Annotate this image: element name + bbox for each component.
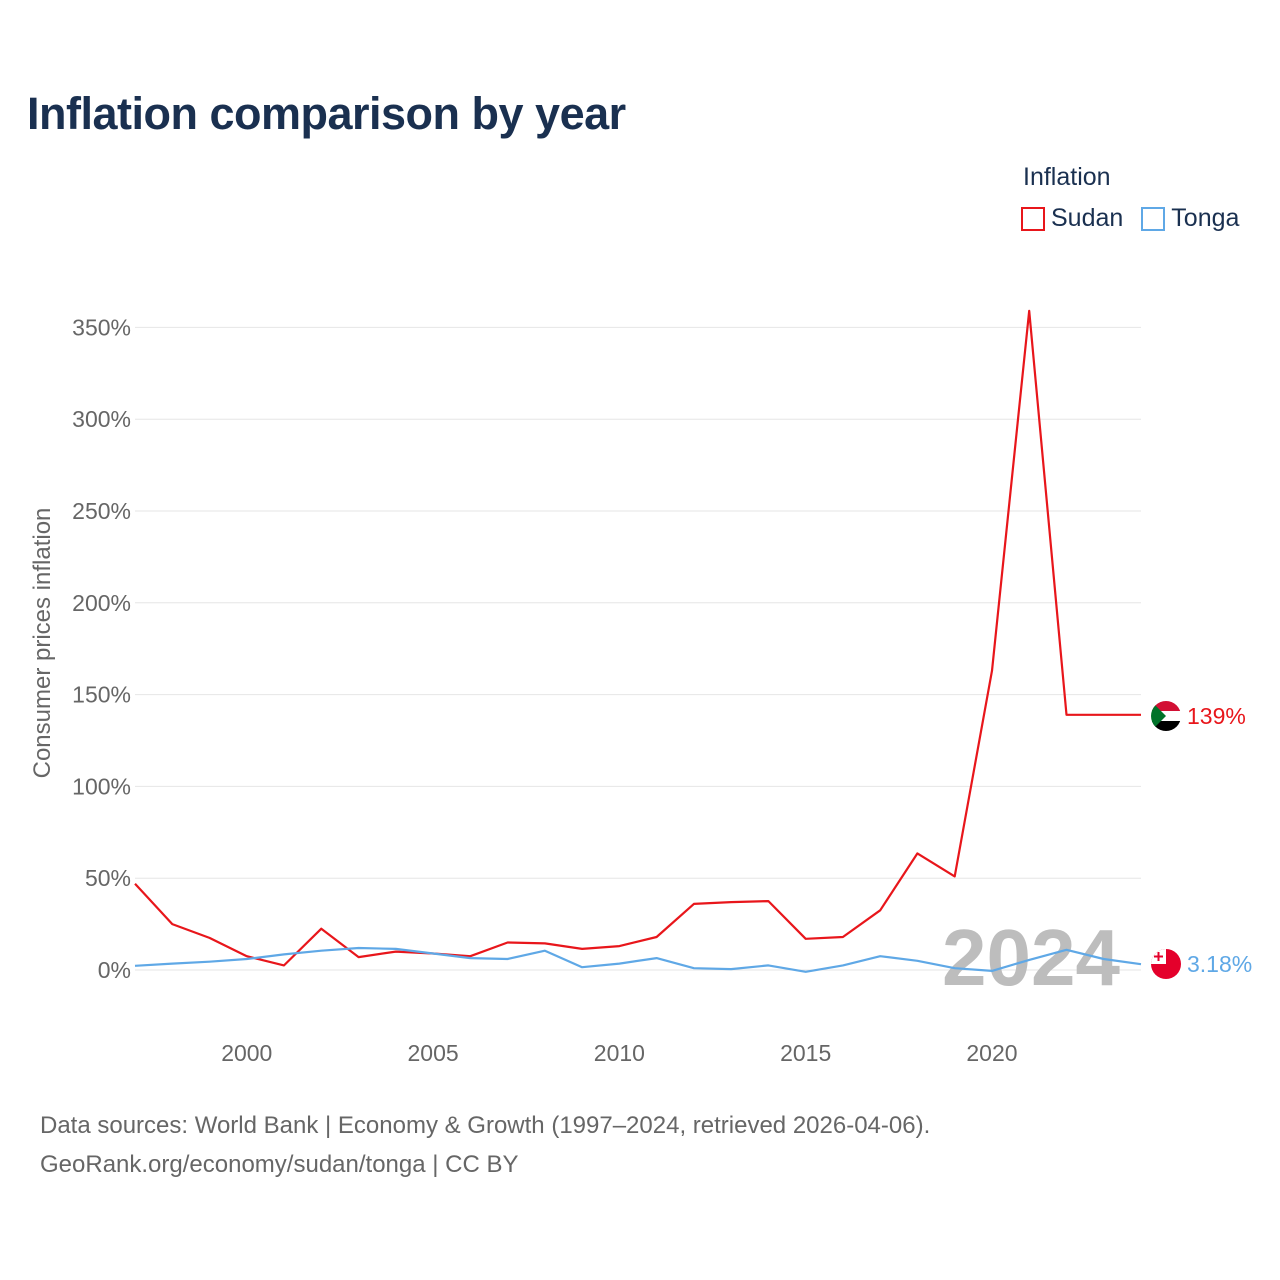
x-tick-label: 2010 <box>594 1040 645 1066</box>
end-labels: 139% 3.18% <box>1187 703 1252 977</box>
x-tick-label: 2005 <box>407 1040 458 1066</box>
y-tick-label: 150% <box>72 682 131 708</box>
legend-item-sudan[interactable]: Sudan <box>1021 204 1123 233</box>
year-watermark: 2024 <box>942 913 1120 1002</box>
y-tick-label: 250% <box>72 498 131 524</box>
legend-item-tonga[interactable]: Tonga <box>1141 204 1239 233</box>
source-line-2: GeoRank.org/economy/sudan/tonga | CC BY <box>40 1151 519 1178</box>
y-tick-label: 0% <box>98 957 131 983</box>
y-tick-label: 50% <box>85 865 131 891</box>
series-line-sudan <box>134 309 1141 967</box>
y-axis-ticks: 0% 50% 100% 150% 200% 250% 300% 350% <box>72 314 131 983</box>
y-tick-label: 200% <box>72 590 131 616</box>
x-tick-label: 2020 <box>966 1040 1017 1066</box>
y-axis-label: Consumer prices inflation <box>29 508 56 779</box>
grid-lines <box>135 326 1141 971</box>
chart-title: Inflation comparison by year <box>27 88 626 139</box>
legend-label-sudan: Sudan <box>1051 204 1124 232</box>
sudan-flag-icon <box>1151 701 1181 731</box>
y-tick-label: 100% <box>72 773 131 799</box>
legend: Sudan Tonga <box>1021 204 1257 233</box>
source-line-1: Data sources: World Bank | Economy & Gro… <box>40 1112 931 1139</box>
x-tick-label: 2015 <box>780 1040 831 1066</box>
y-tick-label: 350% <box>72 314 131 340</box>
source-note: Data sources: World Bank | Economy & Gro… <box>40 1106 930 1184</box>
legend-swatch-sudan <box>1021 206 1045 231</box>
series-line-tonga <box>134 946 1142 973</box>
series-lines <box>134 309 1142 973</box>
y-tick-label: 300% <box>72 406 131 432</box>
tonga-flag-icon <box>1151 949 1181 979</box>
end-label-tonga: 3.18% <box>1187 951 1252 977</box>
legend-label-tonga: Tonga <box>1171 204 1240 232</box>
x-tick-label: 2000 <box>221 1040 272 1066</box>
line-chart: 0%50%100%150%200%250%300%350% 2000 2005 20… <box>29 309 1252 1066</box>
x-axis-ticks: 2000 2005 2010 2015 2020 <box>221 1040 1017 1066</box>
legend-title: Inflation <box>1023 163 1111 191</box>
end-label-sudan: 139% <box>1187 703 1246 729</box>
legend-swatch-tonga <box>1141 206 1166 231</box>
